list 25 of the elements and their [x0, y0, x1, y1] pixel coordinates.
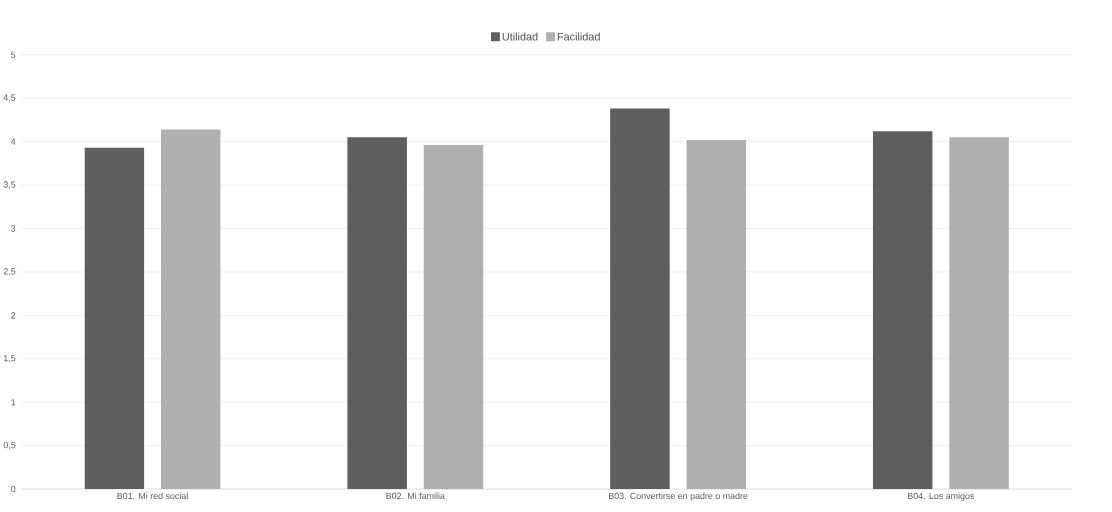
y-tick-label: 4,5 [3, 94, 16, 102]
bar [84, 147, 145, 490]
y-tick-label: 1,5 [3, 355, 16, 363]
y-tick-label: 2,5 [3, 268, 16, 276]
y-tick-label: 0,5 [3, 442, 16, 450]
bar [423, 145, 484, 490]
y-tick-label: 1 [11, 399, 16, 406]
bar [160, 129, 221, 490]
y-tick-label: 3,5 [3, 181, 16, 189]
legend-label: Utilidad [502, 32, 538, 41]
y-tick-label: 5 [11, 51, 16, 59]
y-tick-label: 4 [10, 138, 16, 145]
bar [686, 140, 747, 490]
bar [347, 137, 407, 490]
bar [610, 108, 670, 490]
y-tick-label: 0 [11, 486, 16, 493]
x-tick-label: B04. Los amigos [908, 492, 975, 502]
x-tick-label: B01. Mi red social [117, 492, 188, 500]
legend-label: Facilidad [557, 32, 600, 41]
y-tick-label: 3 [11, 225, 16, 232]
bar [949, 137, 1009, 490]
y-tick-label: 2 [11, 312, 16, 319]
x-tick-label: B02. Mi familia [386, 492, 445, 500]
bar [872, 131, 933, 490]
x-tick-label: B03. Convertirse en padre o madre [608, 492, 748, 502]
